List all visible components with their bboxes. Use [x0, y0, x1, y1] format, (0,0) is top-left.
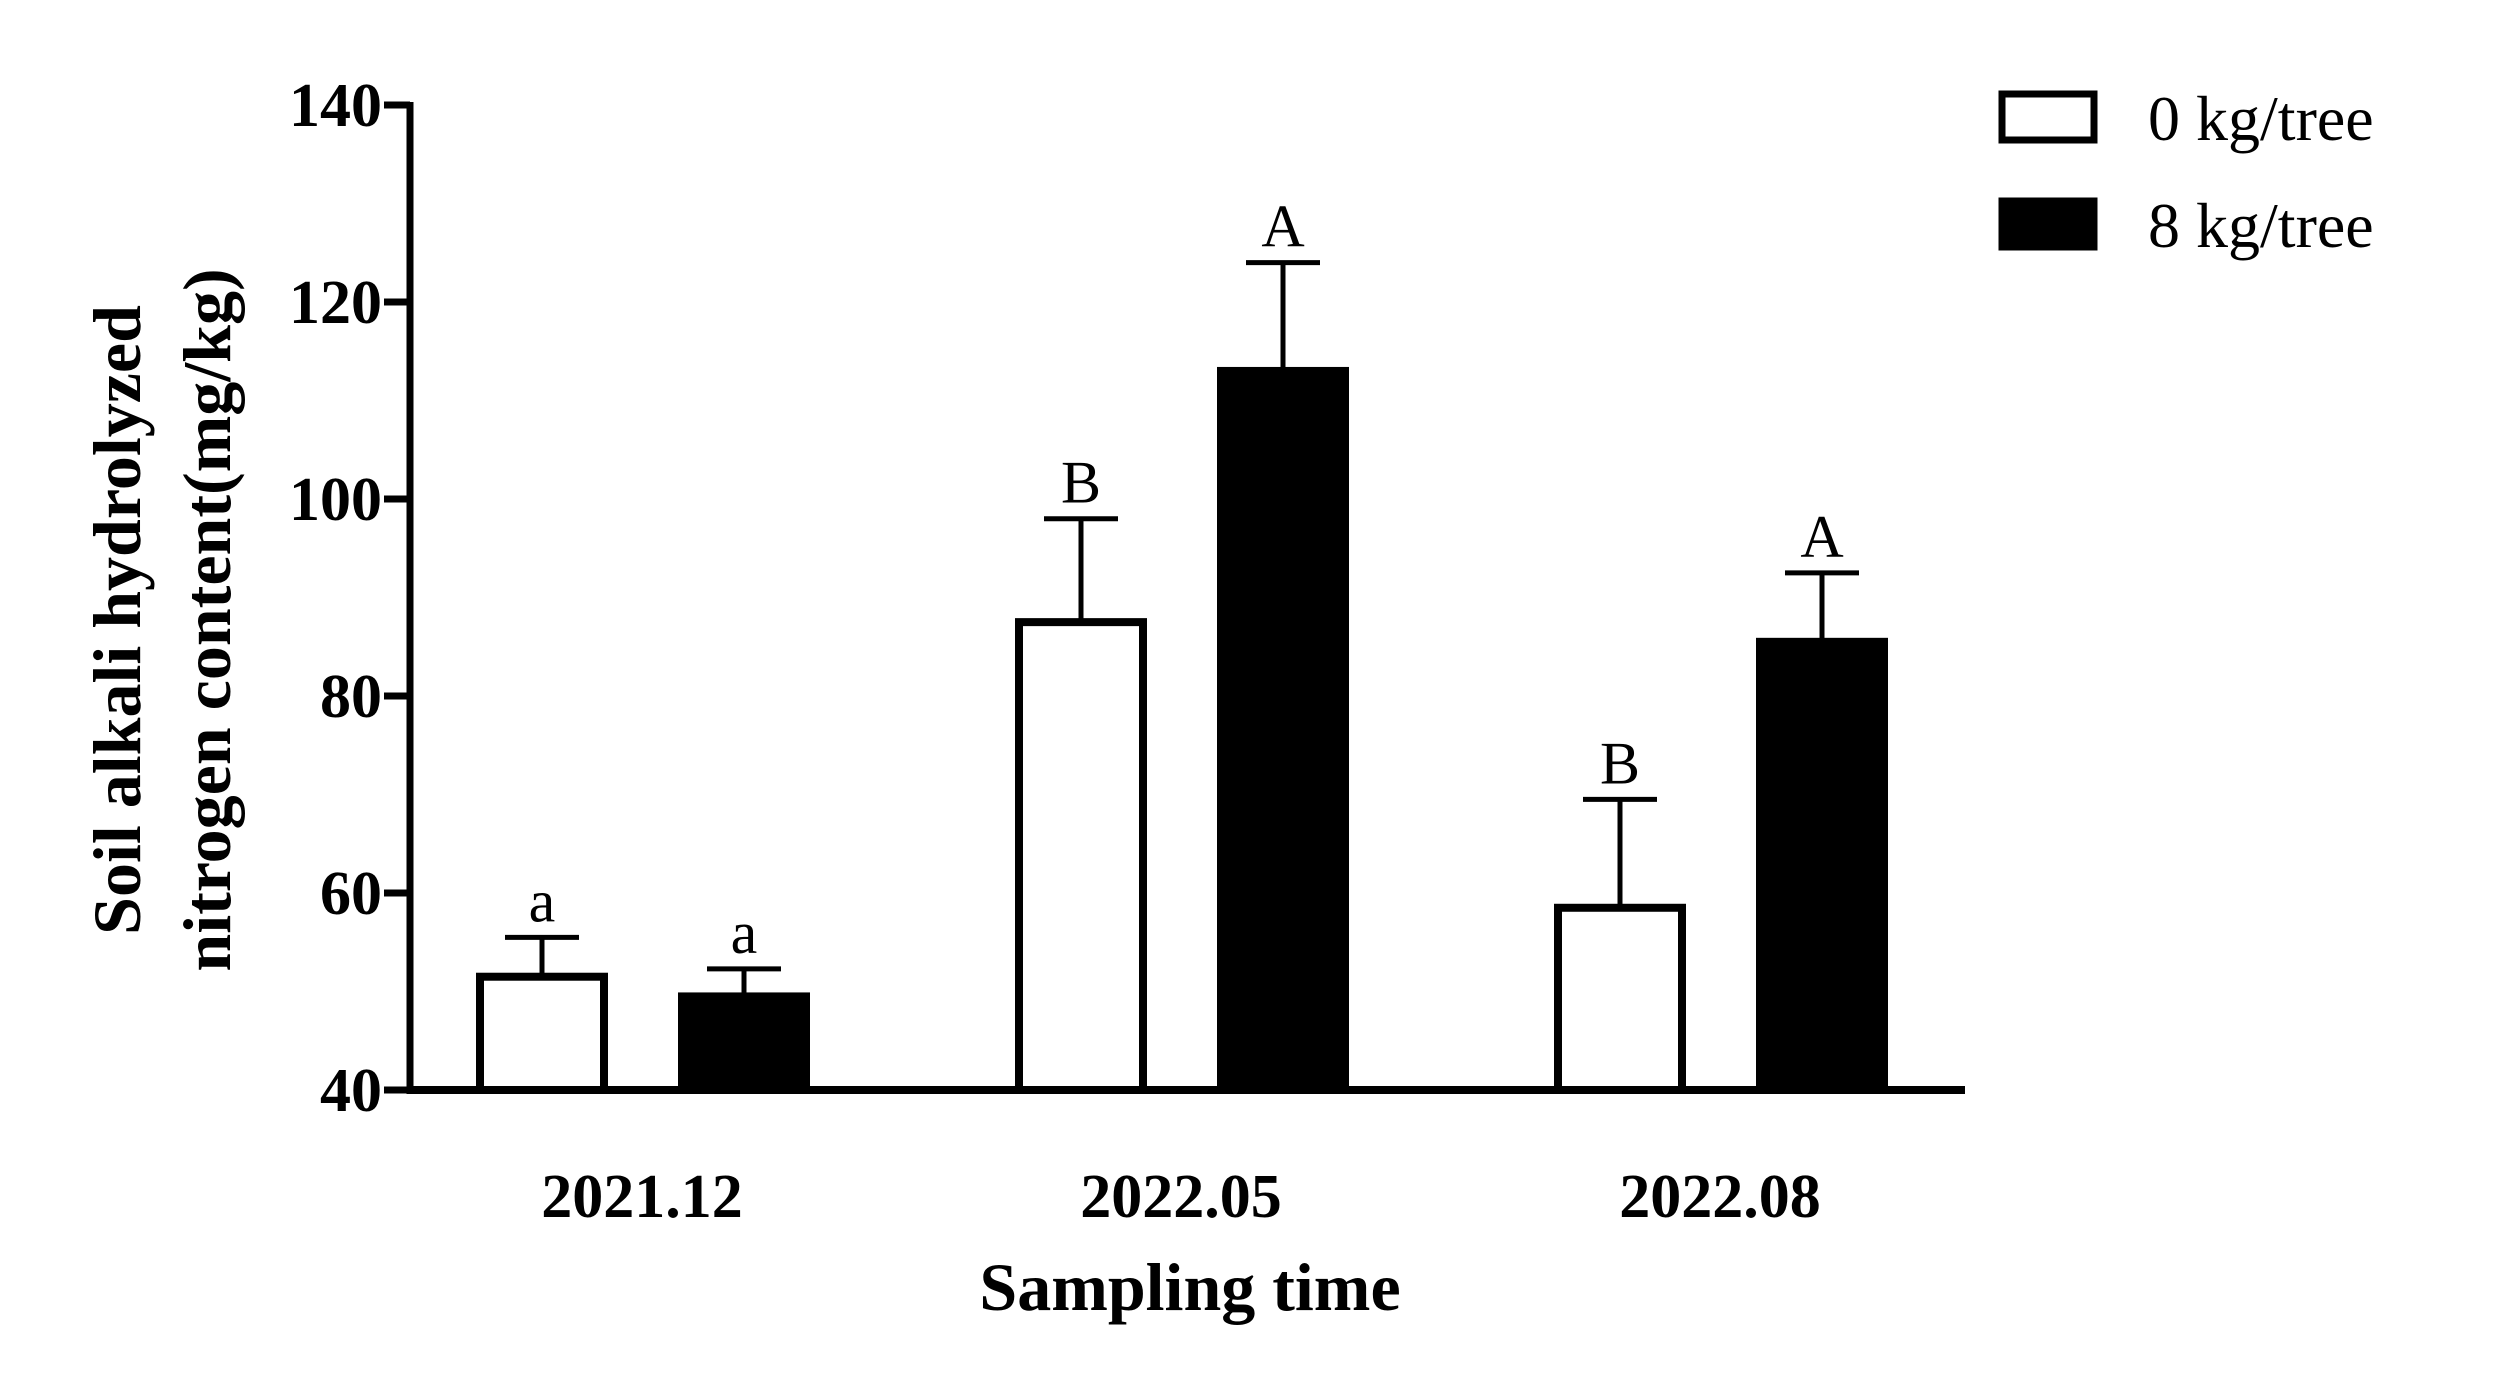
x-tick-label: 2021.12	[541, 1163, 743, 1231]
bars: a a B A B A	[476, 194, 1888, 1095]
legend-label: 0 kg/tree	[2148, 83, 2374, 154]
bar	[1554, 903, 1686, 1095]
bar	[1217, 366, 1349, 1094]
x-tick-label: 2022.08	[1619, 1163, 1821, 1231]
x-axis-ticks: 2021.12 2022.05 2022.08	[541, 1163, 1821, 1231]
y-tick-label: 140	[289, 72, 382, 140]
bar	[1015, 618, 1147, 1094]
significance-label: a	[731, 900, 758, 966]
y-axis-title-line-1: Soil alkali hydrolyzed	[79, 305, 155, 935]
y-axis-ticks: 40 60 80 100 120 140	[289, 72, 410, 1125]
legend: 0 kg/tree 8 kg/tree	[1998, 83, 2374, 261]
y-tick-label: 100	[289, 466, 382, 534]
y-tick-label: 80	[320, 663, 382, 731]
legend-label: 8 kg/tree	[2148, 190, 2374, 261]
y-axis-title-line-2: nitrogen content(mg/kg)	[169, 268, 245, 971]
bar	[678, 992, 810, 1094]
significance-label: A	[1261, 194, 1304, 260]
legend-swatch	[1998, 90, 2098, 144]
bar	[1756, 637, 1888, 1094]
x-axis-title: Sampling time	[979, 1249, 1400, 1325]
x-tick-label: 2022.05	[1080, 1163, 1282, 1231]
legend-swatch	[1998, 197, 2098, 251]
bar	[476, 972, 608, 1094]
y-axis-title: Soil alkali hydrolyzed nitrogen content(…	[79, 268, 245, 971]
significance-label: B	[1061, 450, 1101, 516]
y-tick-label: 120	[289, 269, 382, 337]
y-tick-label: 60	[320, 860, 382, 928]
significance-label: A	[1800, 504, 1843, 570]
significance-label: B	[1600, 730, 1640, 796]
y-tick-label: 40	[320, 1057, 382, 1125]
significance-label: a	[529, 868, 556, 934]
